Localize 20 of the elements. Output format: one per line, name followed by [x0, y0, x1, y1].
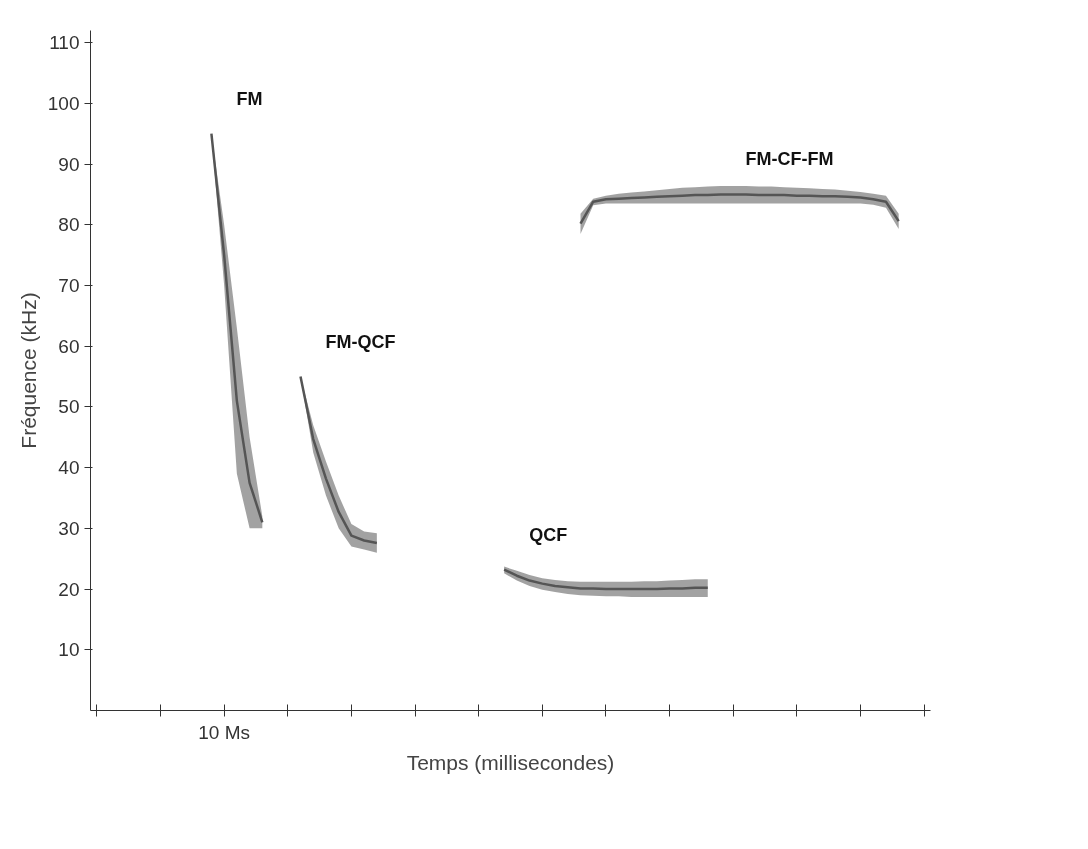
series-label: QCF	[529, 524, 568, 545]
line-series	[502, 568, 710, 591]
series-label: FM-QCF	[325, 331, 396, 352]
y-tick-label: 20	[58, 578, 80, 600]
series-label: FM	[236, 88, 263, 109]
y-tick-label: 80	[58, 214, 80, 236]
x-axis-title: Temps (millisecondes)	[406, 750, 615, 774]
y-tick-label: 70	[58, 275, 80, 296]
y-tick-label: 30	[58, 517, 80, 539]
y-axis-title: Fréquence (kHz)	[16, 292, 40, 449]
y-tick-label: 90	[58, 153, 80, 175]
x-tick-label: 10 Ms	[198, 721, 251, 743]
line-series	[579, 193, 900, 225]
y-tick-label: 50	[58, 396, 80, 418]
y-tick-label: 60	[58, 335, 80, 357]
y-tick-label: 40	[58, 457, 80, 479]
series-label: FM-CF-FM	[745, 149, 834, 170]
y-tick-label: 100	[47, 92, 80, 114]
y-tick-label: 110	[49, 32, 80, 54]
y-tick-label: 10	[58, 639, 80, 661]
